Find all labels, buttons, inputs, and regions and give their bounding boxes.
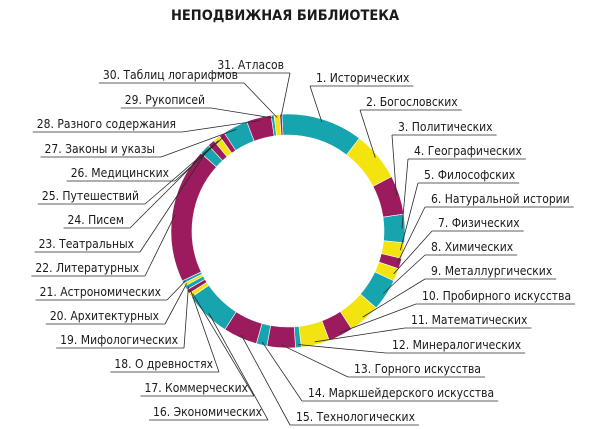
- leader-line-9: [362, 278, 426, 318]
- slice-label-11: 11. Математических: [411, 313, 528, 327]
- leader-line-18: [190, 289, 220, 373]
- slice-label-16: 16. Экономических: [153, 405, 263, 419]
- leader-line-31: [280, 72, 291, 118]
- leader-line-20: [164, 283, 188, 325]
- slice-label-27: 27. Законы и указы: [45, 142, 156, 156]
- slice-1: [281, 113, 360, 156]
- slice-label-19: 19. Мифологических: [60, 333, 178, 347]
- slice-label-25: 25. Путешествий: [42, 189, 139, 203]
- slice-label-1: 1. Исторических: [316, 71, 410, 85]
- leader-line-28: [181, 120, 260, 133]
- slice-labels: 1. Исторических 2. Богословских 3. Политич…: [35, 58, 571, 424]
- leader-line-15: [240, 334, 291, 426]
- slice-label-26: 26. Медицинских: [71, 166, 170, 180]
- slice-label-18: 18. О древностях: [114, 357, 213, 371]
- leader-line-1: [309, 85, 323, 123]
- leader-line-3: [391, 134, 397, 196]
- leader-line-2: [359, 109, 376, 158]
- slice-label-2: 2. Богословских: [366, 95, 458, 109]
- leader-line-16: [208, 312, 269, 421]
- slice-label-6: 6. Натуральной истории: [431, 192, 570, 206]
- slice-22: [170, 152, 217, 282]
- leader-line-13: [281, 344, 349, 378]
- leader-line-26: [174, 136, 224, 182]
- leader-line-7: [393, 230, 433, 275]
- leader-line-6: [397, 206, 426, 264]
- slice-label-12: 12. Минералогических: [392, 338, 522, 352]
- leader-line-19: [183, 286, 189, 349]
- leader-line-5: [399, 182, 419, 251]
- leader-line-4: [401, 158, 409, 229]
- leader-line-21: [166, 280, 186, 301]
- slice-31: [279, 113, 284, 136]
- slice-label-23: 23. Театральных: [39, 237, 135, 251]
- donut-slices: [170, 113, 406, 349]
- slice-label-10: 10. Пробирного искусства: [422, 289, 571, 303]
- slice-label-8: 8. Химических: [431, 240, 514, 254]
- slice-label-17: 17. Коммерческих: [144, 381, 248, 395]
- slice-label-31: 31. Атласов: [217, 58, 284, 72]
- slice-label-9: 9. Металлургических: [431, 264, 553, 278]
- leader-line-29: [210, 107, 274, 119]
- slice-label-24: 24. Писем: [68, 213, 124, 227]
- leader-line-14: [261, 341, 303, 402]
- slice-label-4: 4. Географических: [414, 144, 522, 158]
- leader-line-30: [243, 82, 278, 118]
- slice-label-20: 20. Архитектурных: [50, 309, 160, 323]
- slice-label-30: 30. Таблиц логарифмов: [103, 68, 238, 82]
- chart-title: НЕПОДВИЖНАЯ БИБЛИОТЕКА: [171, 8, 400, 24]
- slice-label-5: 5. Философских: [424, 168, 516, 182]
- slice-label-29: 29. Рукописей: [125, 93, 205, 107]
- leader-line-12: [298, 344, 387, 354]
- slice-label-13: 13. Горного искусства: [354, 362, 481, 376]
- leader-line-17: [192, 293, 255, 397]
- slice-label-7: 7. Физических: [438, 216, 520, 230]
- slice-label-15: 15. Технологических: [296, 410, 416, 424]
- leader-line-23: [139, 150, 207, 253]
- leader-line-22: [144, 214, 176, 277]
- leader-lines: [31, 72, 576, 426]
- leader-line-8: [383, 254, 426, 294]
- slice-label-28: 28. Разного содержания: [37, 117, 176, 131]
- leader-line-27: [160, 128, 237, 158]
- leader-line-10: [339, 303, 417, 334]
- slice-label-14: 14. Маркшейдерского искусства: [308, 386, 494, 400]
- slice-13: [266, 325, 296, 349]
- leader-line-25: [144, 140, 219, 205]
- slice-label-3: 3. Политических: [398, 120, 493, 134]
- slice-label-22: 22. Литературных: [35, 261, 139, 275]
- slice-label-21: 21. Астрономических: [40, 285, 162, 299]
- leader-line-11: [314, 327, 406, 343]
